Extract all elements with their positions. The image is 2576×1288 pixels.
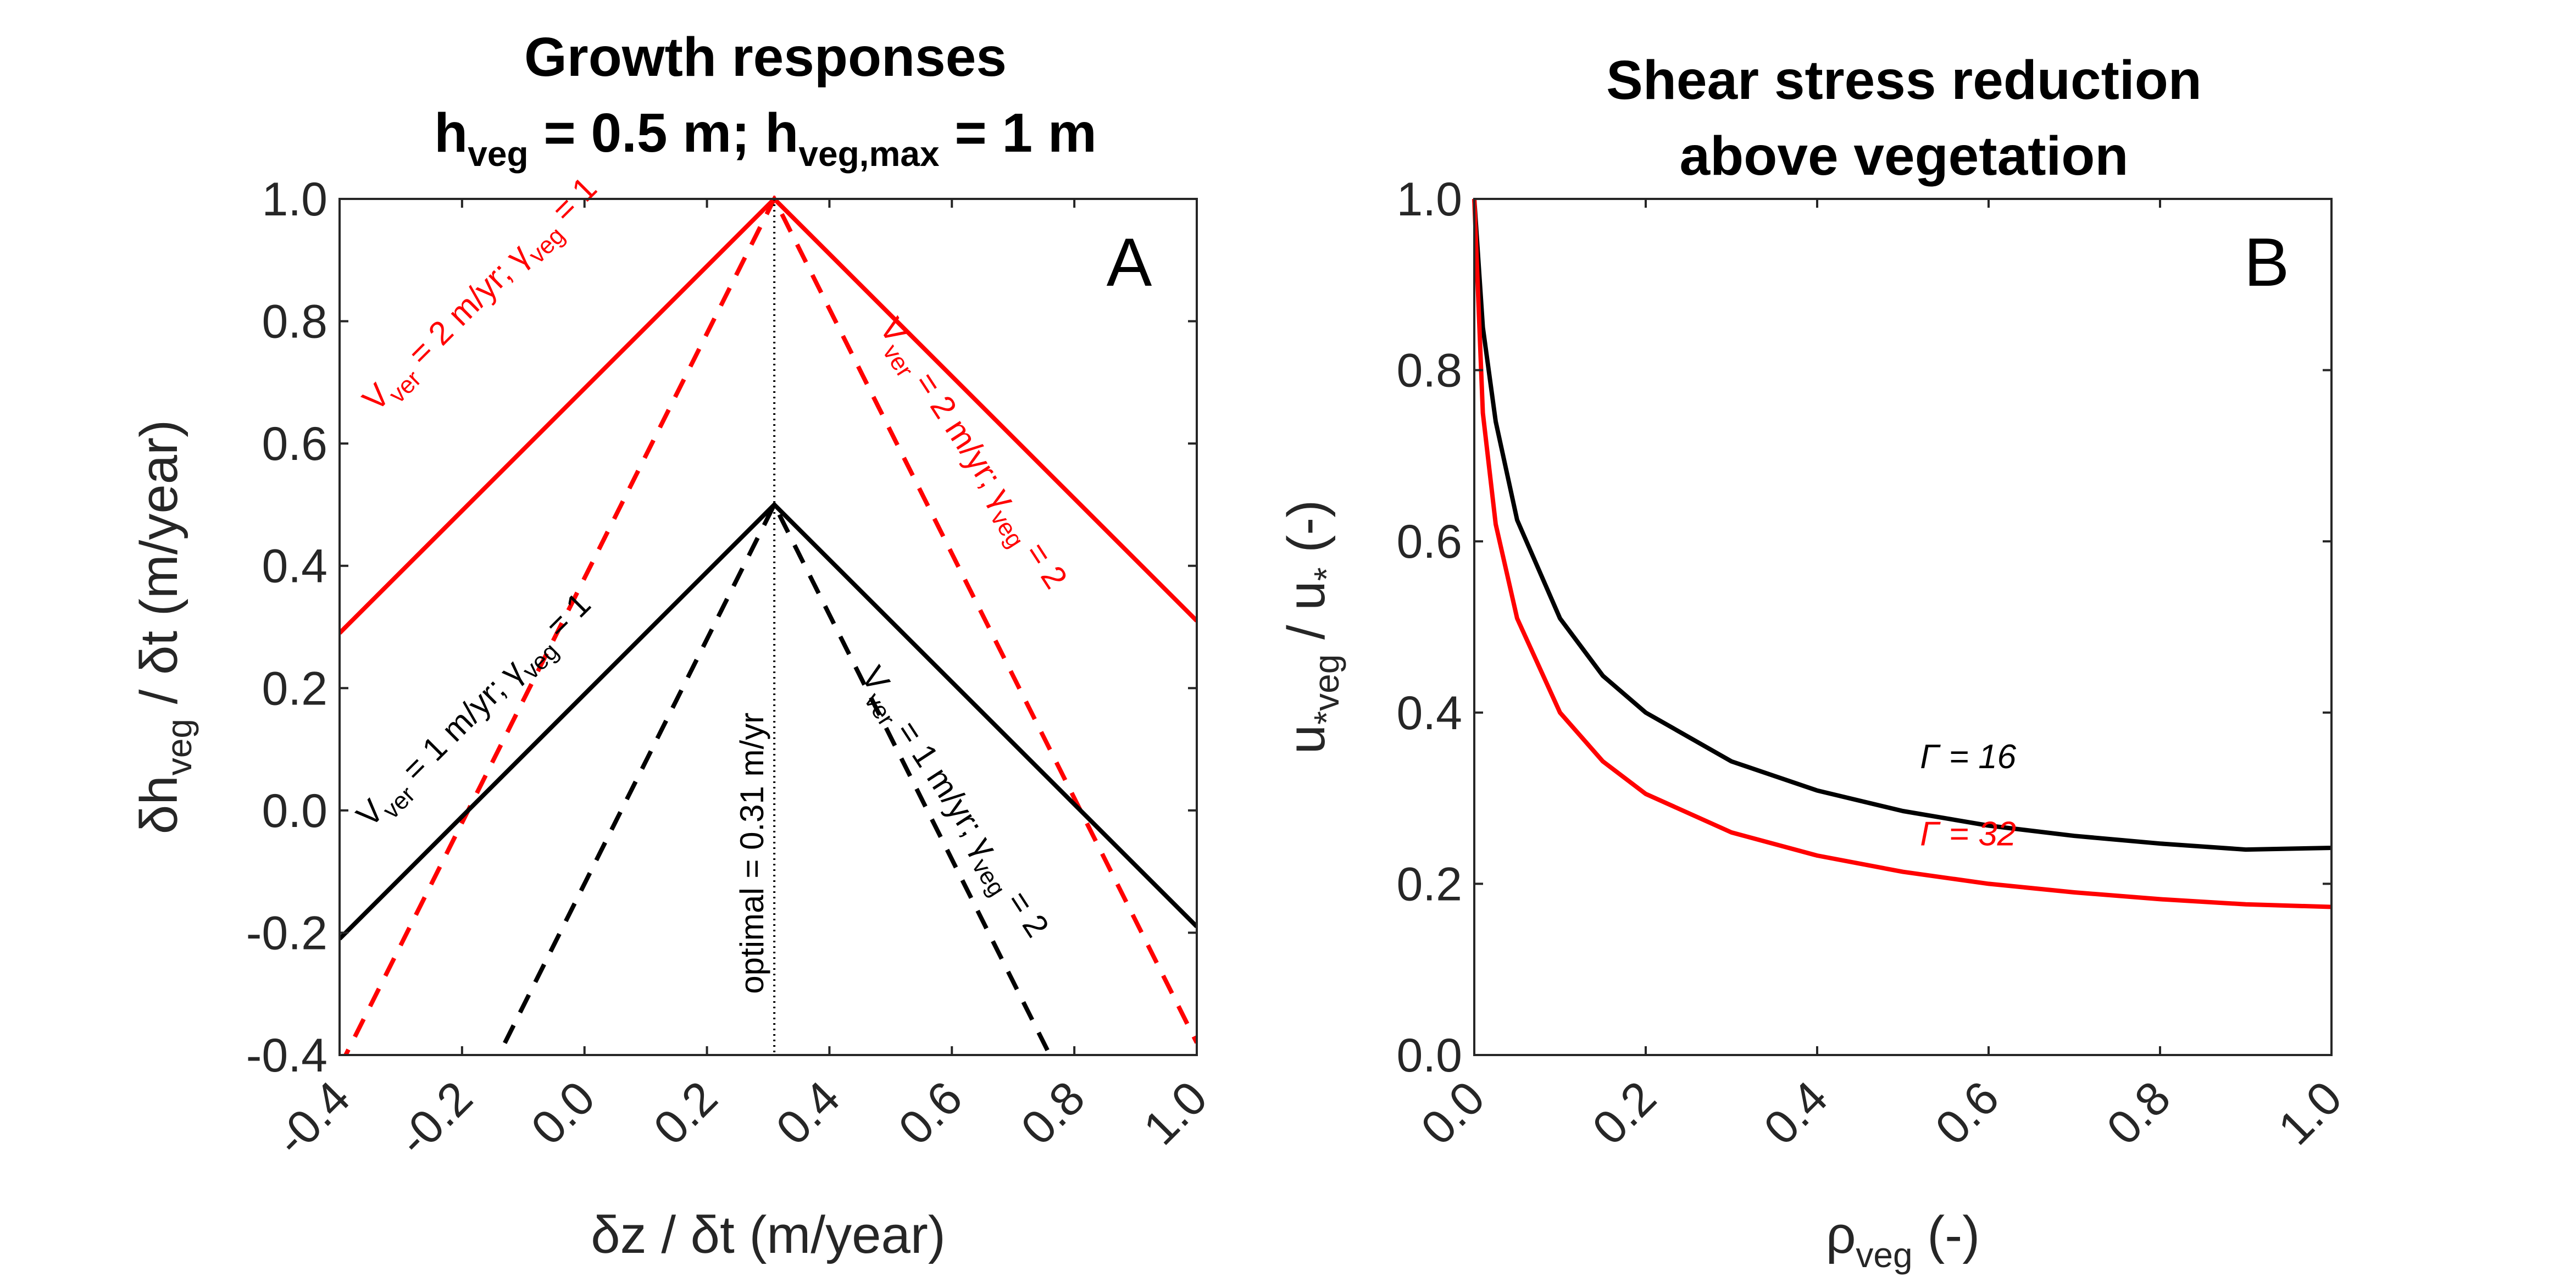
panel-b-axes-box	[1473, 198, 2333, 1056]
panel-b-letter: B	[2244, 225, 2290, 301]
panel-a-title-line2: hveg = 0.5 m; hveg,max = 1 m	[434, 102, 1097, 174]
panel-a-ytick-label: 1.0	[262, 173, 327, 226]
optimal-label: optimal = 0.31 m/yr	[734, 713, 770, 994]
panel-a-series-black-solid	[340, 501, 1197, 941]
panel-b-curve-label-2: Γ = 32	[1920, 815, 2016, 853]
panel-a-y-axis-label: δhveg / δt (m/year)	[130, 420, 199, 834]
panel-b-ytick-label: 0.0	[1396, 1029, 1462, 1082]
panel-b-y-axis-label: u*veg / u* (-)	[1277, 500, 1346, 754]
panel-a-ytick-label: 0.2	[262, 662, 327, 715]
panel-a-ytick-label: 0.8	[262, 296, 327, 348]
panel-a-ytick-label: 0.6	[262, 418, 327, 470]
panel-b-ytick-label: 0.8	[1396, 345, 1462, 397]
panel-a-x-axis-label: δz / δt (m/year)	[591, 1206, 946, 1264]
panel-a-letter: A	[1107, 225, 1152, 301]
panel-b-ytick-label: 1.0	[1396, 173, 1462, 226]
panel-b-title-line2: above vegetation	[1680, 125, 2129, 187]
panel-b-ytick-label: 0.2	[1396, 858, 1462, 911]
panel-b-curve-labels: Γ = 16 Γ = 32	[1920, 738, 2016, 853]
panel-b-series-gamma-32	[1472, 198, 2332, 909]
panel-a-ytick-label: -0.4	[246, 1029, 327, 1082]
panel-b-curve-label-1: Γ = 16	[1920, 738, 2016, 776]
panel-a-series-black-dashed	[496, 499, 1053, 1055]
panel-a-ytick-label: 0.4	[262, 540, 327, 593]
panel-b-x-axis-label: ρveg (-)	[1826, 1206, 1980, 1275]
panel-b-plot-lines	[1472, 198, 2332, 909]
panel-a-axes-box	[338, 198, 1198, 1056]
panel-a-title-line1: Growth responses	[524, 26, 1007, 88]
panel-b-ytick-label: 0.6	[1396, 515, 1462, 568]
panel-b-title-line1: Shear stress reduction	[1606, 49, 2202, 111]
panel-a-ytick-label: -0.2	[246, 907, 327, 959]
panel-a-ytick-label: 0.0	[262, 785, 327, 837]
panel-b-series-gamma-16	[1472, 198, 2332, 852]
panel-b-ytick-label: 0.4	[1396, 687, 1462, 740]
